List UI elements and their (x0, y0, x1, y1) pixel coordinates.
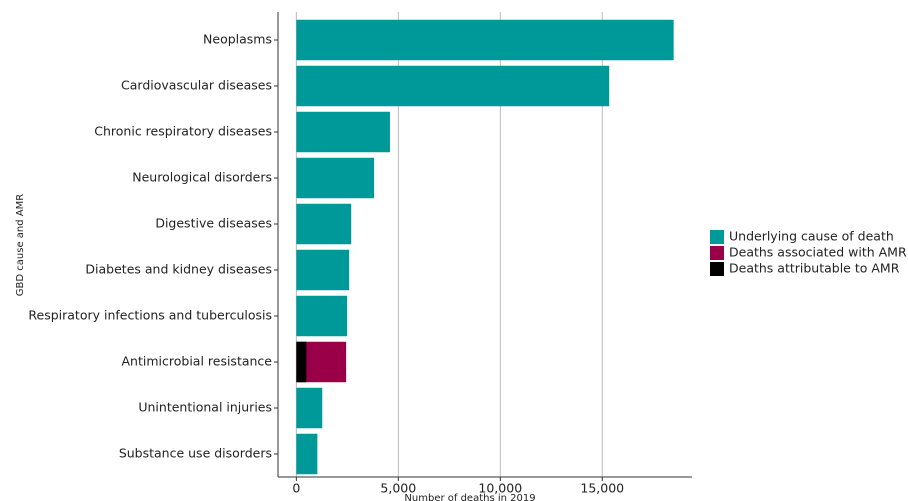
bar (296, 295, 348, 337)
y-tick-label: Unintentional injuries (138, 400, 272, 415)
y-tick-label: Respiratory infections and tuberculosis (28, 308, 272, 323)
x-tick-label: 10,000 (478, 481, 522, 496)
bar (296, 111, 390, 153)
legend-label: Deaths associated with AMR (729, 245, 907, 260)
bar (296, 65, 610, 107)
bar (296, 387, 323, 429)
legend-swatch (710, 246, 724, 260)
bar (296, 157, 375, 199)
legend-label: Underlying cause of death (729, 229, 894, 244)
y-tick-label: Neoplasms (203, 32, 272, 47)
bar (296, 341, 307, 383)
bar (296, 203, 352, 245)
bar (296, 19, 674, 61)
x-tick-label: 15,000 (580, 481, 624, 496)
y-tick-label: Chronic respiratory diseases (94, 124, 272, 139)
bar (296, 249, 350, 291)
y-axis-label: GBD cause and AMR (15, 194, 26, 296)
y-tick-label: Antimicrobial resistance (122, 354, 273, 369)
legend-label: Deaths attributable to AMR (729, 261, 900, 276)
y-tick-label: Digestive diseases (155, 216, 272, 231)
bar (296, 433, 318, 475)
x-tick-label: 5,000 (380, 481, 416, 496)
x-axis-label: Number of deaths in 2019 (404, 493, 535, 501)
y-tick-label: Substance use disorders (119, 446, 272, 461)
y-tick-label: Diabetes and kidney diseases (85, 262, 272, 277)
legend-swatch (710, 262, 724, 276)
legend-swatch (710, 230, 724, 244)
y-tick-label: Neurological disorders (132, 170, 272, 185)
y-tick-label: Cardiovascular diseases (121, 78, 272, 93)
x-tick-label: 0 (292, 481, 300, 496)
